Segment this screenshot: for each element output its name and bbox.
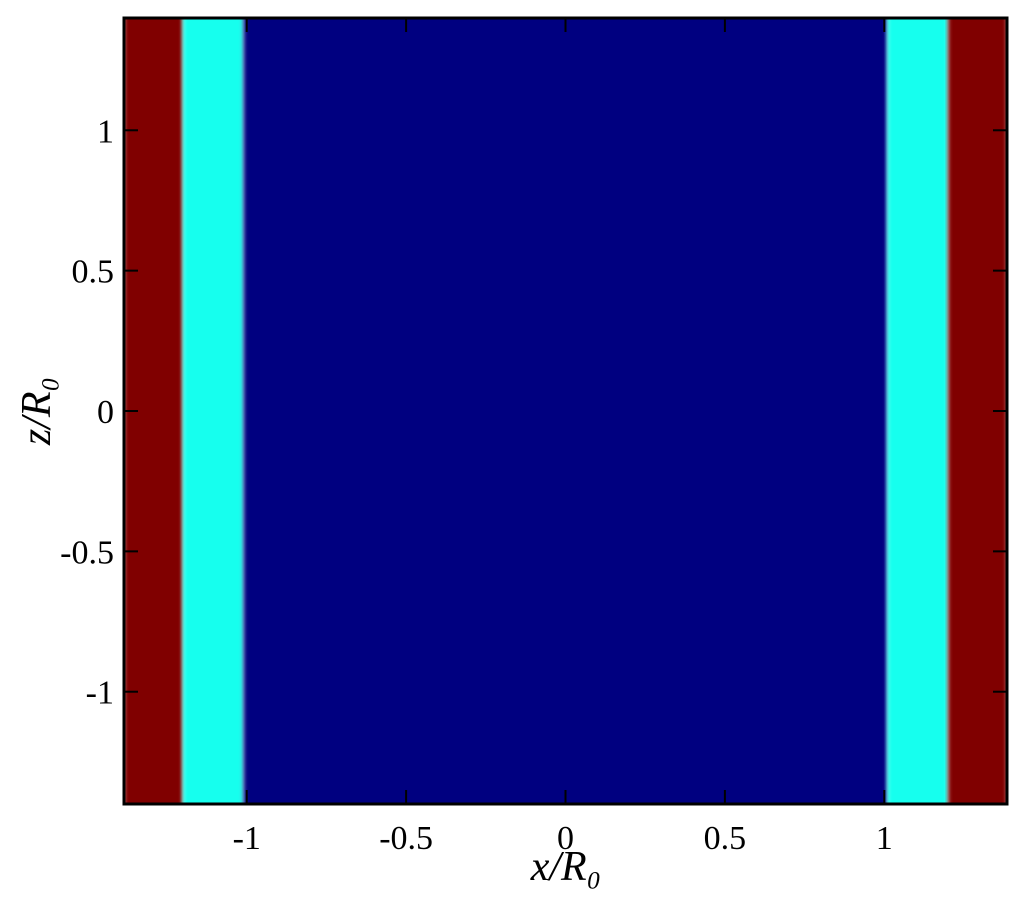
y-tick-label: -1 (86, 675, 114, 712)
y-tick-label: 0.5 (72, 254, 115, 291)
y-tick-label: 1 (97, 113, 114, 150)
contour-band (182, 18, 244, 804)
x-tick-label: 1 (876, 820, 893, 857)
plot-frame (122, 16, 1009, 806)
y-tick-label: -0.5 (60, 534, 114, 571)
y-axis-label: z/R₀ (14, 377, 60, 446)
contour-band (887, 18, 949, 804)
x-tick-label: -0.5 (379, 820, 433, 857)
contour-band (243, 18, 888, 804)
x-tick-label: -1 (233, 820, 261, 857)
y-tick-label: 0 (97, 394, 114, 431)
x-axis-label: x/R₀ (530, 844, 602, 890)
x-tick-label: 0 (557, 820, 574, 857)
x-tick-label: 0.5 (704, 820, 747, 857)
